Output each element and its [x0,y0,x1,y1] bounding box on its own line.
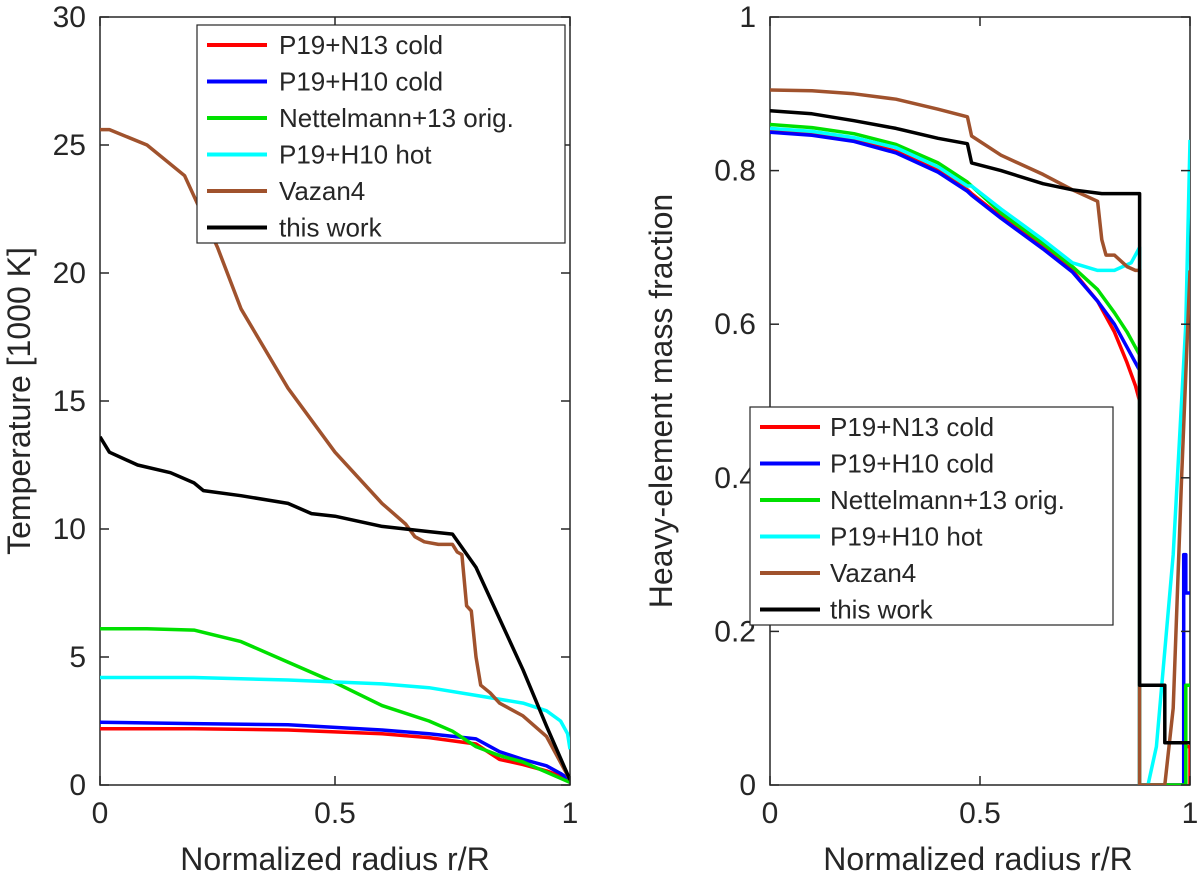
heavy-element-y-ticks: 0 0.2 0.4 0.6 0.8 1 [714,1,1190,802]
heavy-element-legend: P19+N13 cold P19+H10 cold Nettelmann+13 or… [749,406,1114,626]
heavy-element-y-tick-label: 0.4 [714,462,756,495]
temperature-y-tick-label: 0 [69,769,86,802]
heavy-element-y-tick-label: 0.6 [714,308,756,341]
temperature-y-tick-label: 30 [53,1,86,34]
heavy-element-y-tick-label: 0.8 [714,155,756,188]
heavy-element-legend-label: Vazan4 [830,558,916,588]
heavy-element-legend-box [749,406,1114,626]
heavy-element-y-axis-label: Heavy-element mass fraction [643,194,679,608]
temperature-y-tick-label: 15 [53,385,86,418]
temperature-legend-label: this work [279,213,383,243]
heavy-element-x-tick-label: 0.5 [959,797,1001,830]
temperature-y-axis-label: Temperature [1000 K] [1,247,37,555]
temperature-series-line-nettelmann-13-orig- [100,627,570,785]
temperature-x-tick-label: 0 [92,797,109,830]
heavy-element-series-line-nettelmann-13-orig- [770,122,1190,785]
temperature-series-lines [100,127,570,785]
heavy-element-y-tick-label: 1 [739,1,756,34]
temperature-y-tick-label: 20 [53,257,86,290]
heavy-element-x-axis-label: Normalized radius r/R [823,841,1132,877]
temperature-legend-label: P19+H10 hot [279,140,432,170]
heavy-element-legend-label: P19+N13 cold [830,412,994,442]
temperature-series-line-this-work [100,435,570,781]
heavy-element-y-tick-label: 0.2 [714,615,756,648]
temperature-legend-label: P19+H10 cold [279,67,443,97]
heavy-element-series-line-vazan4 [770,88,1190,785]
heavy-element-x-tick-label: 0 [762,797,779,830]
temperature-legend: P19+N13 cold P19+H10 cold Nettelmann+13 or… [196,24,566,244]
temperature-x-tick-label: 1 [562,797,579,830]
heavy-element-plot-area [769,16,1191,786]
heavy-element-legend-label: P19+H10 hot [830,522,983,552]
temperature-y-tick-label: 25 [53,129,86,162]
temperature-legend-label: Nettelmann+13 orig. [279,103,514,133]
heavy-element-panel: 0 0.5 1 00.20.40.60.81 Normalized radius r… [643,1,1198,877]
heavy-element-legend-label: Nettelmann+13 orig. [830,485,1065,515]
heavy-element-series-line-p19-h10-hot [770,126,1190,785]
heavy-element-legend-label: this work [830,595,934,625]
heavy-element-x-ticks: 0 0.5 1 [762,17,1199,830]
heavy-element-series-line-this-work [770,108,1190,745]
temperature-x-ticks: 0 0.5 1 [92,17,579,830]
heavy-element-y-tick-label: 0 [739,769,756,802]
temperature-legend-label: P19+N13 cold [279,30,443,60]
heavy-element-x-tick-label: 1 [1182,797,1199,830]
temperature-legend-label: Vazan4 [279,176,365,206]
temperature-y-tick-label: 5 [69,641,86,674]
heavy-element-legend-label: P19+H10 cold [830,449,994,479]
temperature-y-ticks: 0 5 10 15 20 25 30 [53,1,570,802]
temperature-series-line-p19-h10-hot [100,675,570,750]
temperature-series-line-vazan4 [100,127,570,781]
temperature-y-tick-label: 10 [53,513,86,546]
temperature-x-tick-label: 0.5 [314,797,356,830]
temperature-legend-box [196,24,566,244]
temperature-x-axis-label: Normalized radius r/R [180,841,489,877]
temperature-series-line-p19-h10-cold [100,720,570,782]
